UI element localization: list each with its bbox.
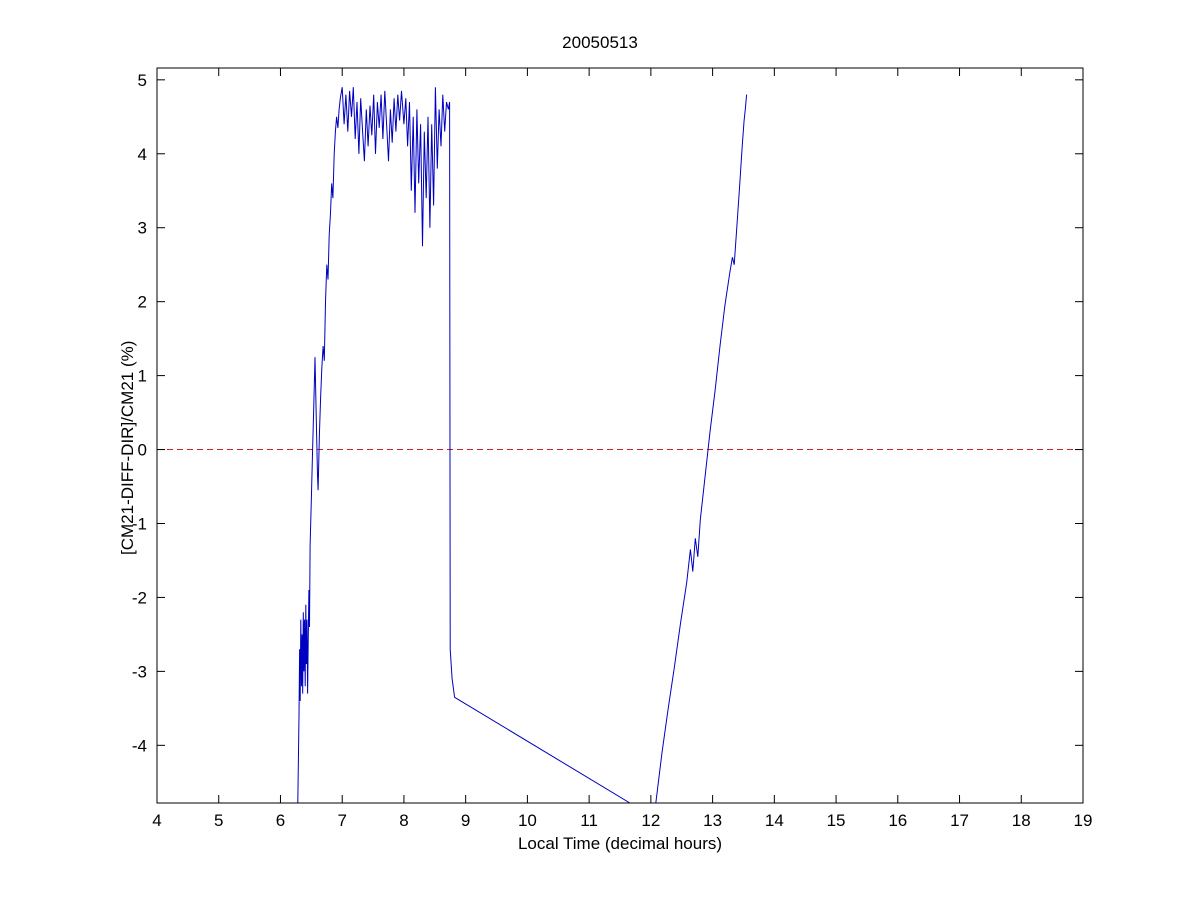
y-axis-label: [CM21-DIFF-DIR]/CM21 (%) [118, 340, 137, 555]
x-tick-label: 4 [152, 811, 161, 830]
x-tick-label: 9 [461, 811, 470, 830]
plot-border [156, 67, 1084, 804]
x-tick-label: 19 [1074, 811, 1093, 830]
x-tick-label: 13 [703, 811, 722, 830]
y-tick-label: 3 [138, 219, 147, 238]
x-axis-label: Local Time (decimal hours) [517, 834, 723, 853]
y-tick-label: 0 [138, 441, 147, 460]
x-tick-label: 17 [950, 811, 969, 830]
y-tick-label: 2 [138, 293, 147, 312]
x-tick-label: 16 [888, 811, 907, 830]
y-tick-label: -2 [132, 588, 147, 607]
data-line [655, 94, 748, 803]
x-tick-label: 10 [518, 811, 537, 830]
y-tick-label: 1 [138, 367, 147, 386]
y-tick-label: 4 [138, 145, 147, 164]
x-tick-label: 15 [827, 811, 846, 830]
x-tick-label: 7 [337, 811, 346, 830]
x-tick-label: 8 [399, 811, 408, 830]
x-tick-label: 14 [765, 811, 784, 830]
y-tick-label: 5 [138, 71, 147, 90]
x-tick-label: 18 [1012, 811, 1031, 830]
x-tick-label: 12 [641, 811, 660, 830]
x-tick-label: 5 [214, 811, 223, 830]
x-tick-label: 6 [276, 811, 285, 830]
y-tick-label: -4 [132, 736, 147, 755]
chart-title: 20050513 [562, 33, 638, 52]
data-line [297, 87, 631, 803]
x-tick-label: 11 [580, 811, 598, 830]
y-tick-label: -1 [132, 514, 147, 533]
y-tick-label: -3 [132, 662, 147, 681]
